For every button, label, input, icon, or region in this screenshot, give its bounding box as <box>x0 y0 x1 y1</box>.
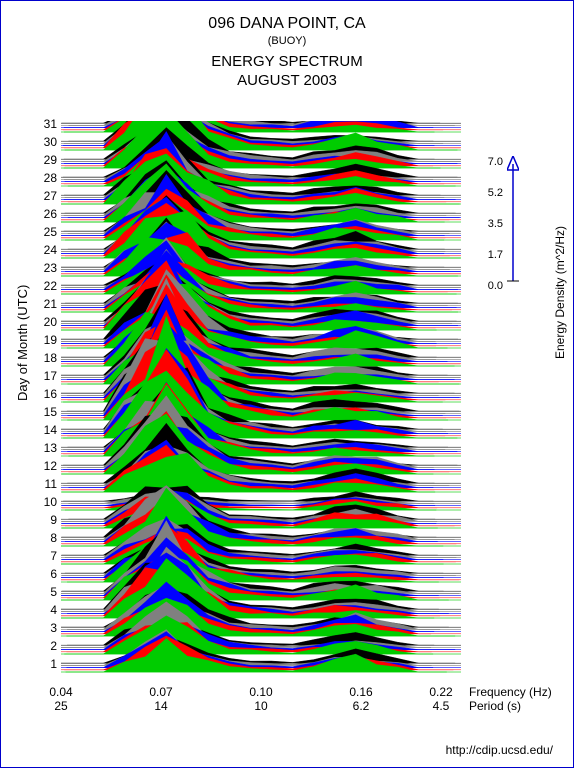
y-tick: 20 <box>41 315 57 329</box>
ridgeline-svg <box>61 121 461 681</box>
title-main: 096 DANA POINT, CA <box>1 15 573 33</box>
arrow-icon <box>507 156 519 284</box>
y-tick: 24 <box>41 243 57 257</box>
x-tick-freq: 0.10 <box>249 685 272 699</box>
y-tick: 3 <box>41 621 57 635</box>
y-tick: 23 <box>41 261 57 275</box>
footer-url: http://cdip.ucsd.edu/ <box>446 743 553 757</box>
x-axis-label-freq: Frequency (Hz) <box>469 685 552 699</box>
y-tick: 12 <box>41 459 57 473</box>
y-tick: 25 <box>41 225 57 239</box>
y-tick: 18 <box>41 351 57 365</box>
y-tick: 28 <box>41 171 57 185</box>
chart-area <box>61 121 461 681</box>
y-tick: 22 <box>41 279 57 293</box>
x-tick-freq: 0.07 <box>149 685 172 699</box>
y-tick: 30 <box>41 135 57 149</box>
y-tick: 26 <box>41 207 57 221</box>
x-tick-freq: 0.22 <box>429 685 452 699</box>
y-tick: 4 <box>41 603 57 617</box>
y-tick: 31 <box>41 117 57 131</box>
ridge-layer <box>61 492 461 504</box>
y-axis-label: Day of Month (UTC) <box>15 285 30 401</box>
title-chart-type: ENERGY SPECTRUM <box>1 53 573 70</box>
y-tick: 11 <box>41 477 57 491</box>
x-tick-period: 14 <box>154 699 167 713</box>
y-tick: 13 <box>41 441 57 455</box>
legend-tick: 1.7 <box>488 249 503 261</box>
y-tick: 5 <box>41 585 57 599</box>
x-tick-period: 25 <box>54 699 67 713</box>
x-tick-period: 6.2 <box>353 699 370 713</box>
y-tick: 14 <box>41 423 57 437</box>
y-tick: 6 <box>41 567 57 581</box>
legend-label: Energy Density (m^2/Hz) <box>553 226 567 359</box>
y-tick: 2 <box>41 639 57 653</box>
y-tick: 10 <box>41 495 57 509</box>
x-tick-period: 10 <box>254 699 267 713</box>
y-tick: 15 <box>41 405 57 419</box>
chart-page: 096 DANA POINT, CA (BUOY) ENERGY SPECTRU… <box>0 0 574 768</box>
legend-arrow <box>507 156 519 281</box>
title-block: 096 DANA POINT, CA (BUOY) ENERGY SPECTRU… <box>1 1 573 89</box>
y-tick: 16 <box>41 387 57 401</box>
y-tick: 9 <box>41 513 57 527</box>
legend: 7.05.23.51.70.0 Energy Density (m^2/Hz) <box>475 156 555 296</box>
title-date: AUGUST 2003 <box>1 72 573 89</box>
y-tick: 17 <box>41 369 57 383</box>
x-axis-label-period: Period (s) <box>469 699 521 713</box>
y-tick: 19 <box>41 333 57 347</box>
y-tick: 29 <box>41 153 57 167</box>
y-tick: 8 <box>41 531 57 545</box>
x-tick-period: 4.5 <box>433 699 450 713</box>
y-tick: 21 <box>41 297 57 311</box>
legend-tick: 0.0 <box>488 280 503 292</box>
x-tick-freq: 0.16 <box>349 685 372 699</box>
legend-tick: 7.0 <box>488 156 503 168</box>
y-tick: 7 <box>41 549 57 563</box>
title-subtitle: (BUOY) <box>1 35 573 47</box>
x-tick-freq: 0.04 <box>49 685 72 699</box>
legend-tick: 5.2 <box>488 187 503 199</box>
legend-tick: 3.5 <box>488 218 503 230</box>
y-tick: 1 <box>41 657 57 671</box>
y-tick: 27 <box>41 189 57 203</box>
